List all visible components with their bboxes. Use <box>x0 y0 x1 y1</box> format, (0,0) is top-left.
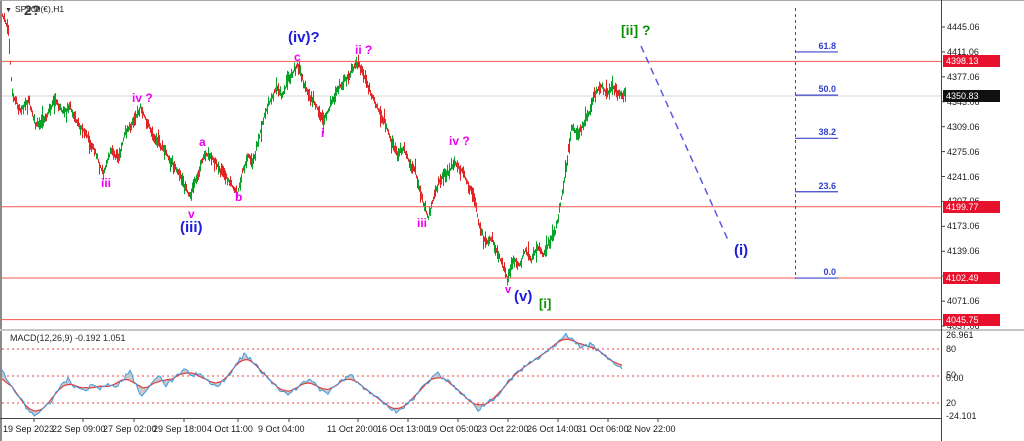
wave-label: v <box>505 284 512 296</box>
wave-label: (iii) <box>180 219 203 236</box>
macd-main-line <box>1 332 623 417</box>
price-tick-label: 4241.06 <box>947 171 980 182</box>
fib-level-label: 50.0 <box>818 84 836 95</box>
fib-level-label: 0.0 <box>823 267 836 278</box>
time-label: 26 Oct 14:00 <box>527 424 579 434</box>
indicator-axis-label: -24.101 <box>946 411 977 421</box>
indicator-axis-label: 0.00 <box>946 373 964 383</box>
wave-label: a <box>199 135 206 149</box>
time-label: 31 Oct 06:00 <box>577 424 629 434</box>
price-badge: 4199.77 <box>943 200 1000 213</box>
time-label: 11 Oct 20:00 <box>327 424 378 434</box>
price-tick-label: 4445.06 <box>947 22 980 32</box>
candlestick-series <box>2 12 626 286</box>
macd-signal-line <box>1 338 623 412</box>
wave-label: 2? <box>24 2 41 18</box>
projection-trendline <box>640 45 729 241</box>
fib-level-label: 23.6 <box>818 180 836 191</box>
wave-label: b <box>235 190 243 204</box>
time-label: 16 Oct 13:00 <box>377 424 429 434</box>
time-label: 19 Sep 2023 <box>3 424 55 434</box>
time-label: 2 Nov 22:00 <box>627 424 676 434</box>
fibonacci-retracement <box>795 8 838 280</box>
price-tick-label: 4377.06 <box>947 71 980 82</box>
price-level-lines <box>2 60 941 321</box>
price-tick-label: 4037.06 <box>947 321 980 331</box>
price-badge: 4350.83 <box>943 90 1000 103</box>
time-label: 4 Oct 11:00 <box>207 424 253 434</box>
price-badge: 4102.49 <box>943 272 1000 285</box>
wave-label: iv ? <box>132 91 153 105</box>
indicator-axis-label: 80 <box>946 344 957 354</box>
wave-label: i <box>321 126 325 140</box>
time-label: 9 Oct 04:00 <box>258 424 305 434</box>
wave-label: iii <box>101 176 112 190</box>
symbol-label: SP500(€),H1 <box>14 4 65 14</box>
symbol-header: ▼ SP500(€),H1 <box>5 4 64 14</box>
macd-fill <box>2 333 622 416</box>
price-badge: 4398.13 <box>943 55 1000 68</box>
time-label: 19 Oct 05:00 <box>427 424 479 434</box>
fib-level-label: 38.2 <box>818 127 836 138</box>
time-label: 23 Oct 22:00 <box>477 424 529 434</box>
indicator-axis-label: 50 <box>946 370 957 380</box>
wave-label: [i] <box>539 296 552 311</box>
macd-indicator <box>1 332 941 417</box>
wave-label: (iv)? <box>288 29 320 46</box>
price-tick-label: 4139.06 <box>947 246 980 257</box>
time-label: 22 Sep 09:00 <box>52 424 106 434</box>
wave-label: [ii] ? <box>621 22 651 38</box>
wave-label: c <box>294 50 301 64</box>
price-tick-label: 4173.06 <box>947 221 980 232</box>
price-tick-label: 4275.06 <box>947 146 980 157</box>
fib-level-label: 61.8 <box>818 40 836 51</box>
price-tick-label: 4071.06 <box>947 296 980 307</box>
wave-label: ii ? <box>355 43 373 57</box>
pane-splitter <box>0 329 1024 331</box>
time-label: 27 Sep 02:00 <box>103 424 157 434</box>
wave-label: v <box>188 207 195 221</box>
wave-label: iii <box>417 216 428 230</box>
time-label: 29 Sep 18:00 <box>153 424 207 434</box>
indicator-axis-label: 26.961 <box>946 330 974 340</box>
chevron-down-icon[interactable]: ▼ <box>5 7 12 14</box>
price-tick-label: 4309.06 <box>947 121 980 132</box>
indicator-axis-label: 20 <box>946 398 957 408</box>
wave-label: iv ? <box>449 134 470 148</box>
wave-label: (i) <box>734 242 749 259</box>
wave-label: (v) <box>514 288 533 305</box>
price-tick-label: 4411.06 <box>947 46 979 57</box>
price-badge: 4045.75 <box>943 313 1000 326</box>
indicator-label: MACD(12,26,9) -0.192 1.051 <box>10 333 126 343</box>
